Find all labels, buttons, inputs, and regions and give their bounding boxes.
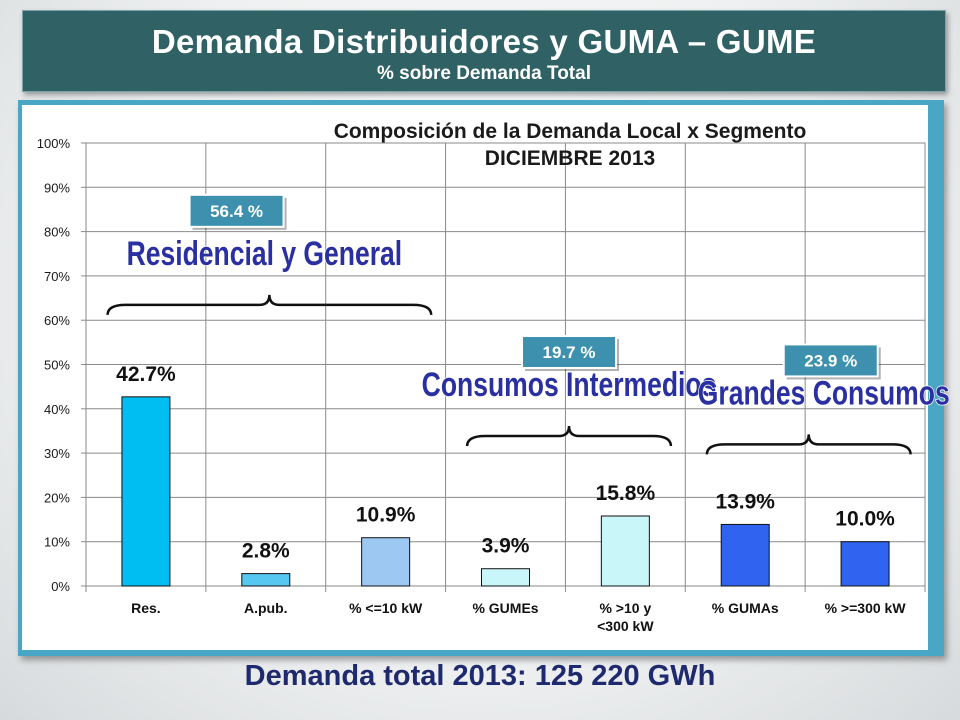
bar bbox=[241, 573, 291, 587]
y-tick-label: 50% bbox=[44, 358, 70, 373]
data-label: 3.9% bbox=[482, 535, 530, 558]
y-tick-label: 90% bbox=[44, 180, 70, 195]
group-brace bbox=[705, 434, 912, 455]
group-name: Grandes Consumos bbox=[698, 374, 950, 412]
bar bbox=[481, 568, 530, 587]
group-value-label: 56.4 % bbox=[210, 202, 263, 221]
bar bbox=[121, 396, 171, 587]
chart-title: Composición de la Demanda Local x Segmen… bbox=[334, 120, 807, 143]
bar bbox=[720, 523, 770, 587]
group-value-badge bbox=[188, 193, 285, 228]
data-label: 13.9% bbox=[715, 490, 775, 513]
data-label: 2.8% bbox=[242, 540, 290, 563]
y-tick-label: 0% bbox=[51, 579, 70, 594]
y-tick-label: 80% bbox=[44, 225, 70, 240]
x-tick-label: % >10 y <300 kW bbox=[597, 600, 654, 634]
y-tick-label: 10% bbox=[44, 535, 70, 550]
data-label: 42.7% bbox=[116, 363, 176, 386]
segment-groups: Residencial y General 56.4 % Consumos Inte… bbox=[106, 193, 950, 455]
y-tick-label: 70% bbox=[44, 269, 70, 284]
x-tick-label: % <=10 kW bbox=[349, 600, 423, 616]
bars bbox=[121, 396, 890, 587]
group-brace bbox=[465, 425, 673, 447]
slide-title: Demanda Distribuidores y GUMA – GUME bbox=[151, 23, 817, 60]
group-value-badge bbox=[782, 343, 879, 378]
group-name: Consumos Intermedios bbox=[422, 366, 717, 404]
x-tick-label: % GUMAs bbox=[712, 600, 779, 616]
data-label: 10.9% bbox=[356, 504, 416, 527]
group-name: Residencial y General bbox=[127, 235, 403, 273]
bar bbox=[361, 537, 411, 587]
x-tick-label: A.pub. bbox=[244, 600, 288, 616]
y-tick-label: 30% bbox=[44, 446, 70, 461]
data-label: 15.8% bbox=[596, 482, 656, 505]
chart-subtitle: DICIEMBRE 2013 bbox=[485, 147, 655, 170]
group-value-label: 19.7 % bbox=[543, 343, 596, 362]
x-axis-ticks: Res. A.pub. % <=10 kW % GUMEs % >10 y <300 kW… bbox=[131, 600, 906, 634]
x-tick-label: % >=300 kW bbox=[825, 600, 907, 616]
data-label: 10.0% bbox=[835, 508, 895, 531]
group-value-label: 23.9 % bbox=[804, 351, 857, 370]
data-labels: 42.7% 2.8% 10.9% 3.9% 15.8% 13.9% 10.0% bbox=[116, 363, 895, 563]
y-axis-ticks: 0% 10% 20% 30% 40% 50% 60% 70% 80% 90% 100% bbox=[37, 136, 71, 594]
x-tick-label: % GUMEs bbox=[472, 600, 538, 616]
total-demand-note: Demanda total 2013: 125 220 GWh bbox=[244, 660, 716, 692]
y-tick-label: 40% bbox=[44, 402, 70, 417]
slide-header: Demanda Distribuidores y GUMA – GUME % s… bbox=[22, 10, 946, 92]
slide-subtitle: % sobre Demanda Total bbox=[377, 63, 591, 84]
bar bbox=[600, 515, 650, 587]
x-tick-label: Res. bbox=[131, 600, 161, 616]
bar bbox=[840, 541, 890, 587]
y-tick-label: 100% bbox=[37, 136, 71, 151]
y-tick-label: 20% bbox=[44, 490, 70, 505]
group-value-badge bbox=[521, 335, 618, 370]
y-tick-label: 60% bbox=[44, 313, 70, 328]
group-brace bbox=[106, 294, 433, 315]
